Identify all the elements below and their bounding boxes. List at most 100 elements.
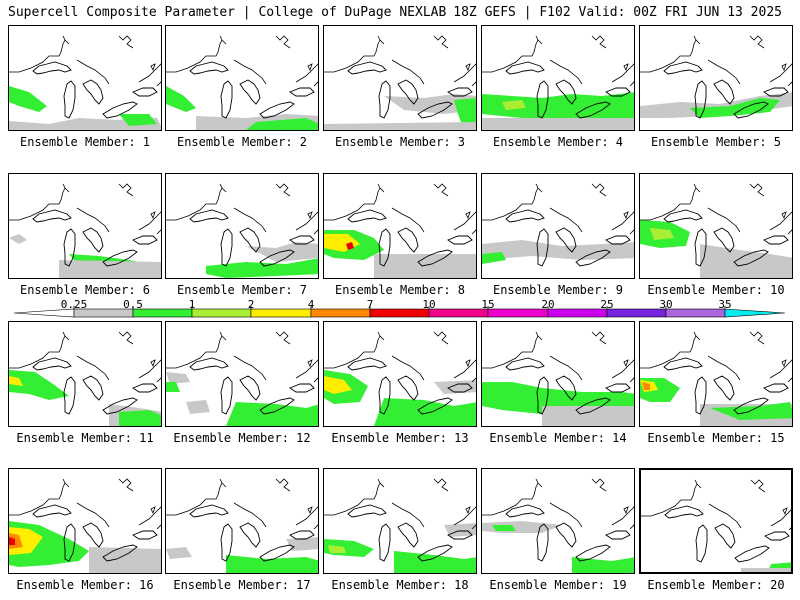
scp-shading-2 <box>246 242 318 262</box>
colorbar-label: 30 <box>659 298 673 311</box>
scp-shading-1 <box>166 372 190 384</box>
lake-huron <box>239 522 261 548</box>
lake-huron <box>239 375 261 401</box>
scp-shading-3 <box>394 551 476 573</box>
ensemble-panel-3[interactable] <box>323 25 477 131</box>
lake-michigan <box>536 376 549 415</box>
lake-huron <box>82 79 104 105</box>
colorbar-label: 25 <box>600 298 614 311</box>
ensemble-panel-18[interactable] <box>323 468 477 574</box>
st-lawrence-line <box>313 524 318 530</box>
coastline <box>591 35 629 72</box>
member-map <box>640 331 792 426</box>
lake-huron <box>239 227 261 253</box>
lake-superior <box>347 504 387 518</box>
border-line <box>640 331 792 381</box>
colorbar-segment-high <box>724 308 786 318</box>
colorbar-label: 20 <box>541 298 555 311</box>
ensemble-panel-6[interactable] <box>8 173 162 279</box>
ensemble-panel-12[interactable] <box>165 321 319 427</box>
st-lawrence-line <box>156 377 161 383</box>
lake-huron <box>239 79 261 105</box>
ensemble-panel-4[interactable] <box>481 25 635 131</box>
scp-shading-1 <box>384 94 476 114</box>
lake-erie <box>102 544 138 562</box>
coastline <box>118 183 156 220</box>
st-lawrence-line <box>629 81 634 87</box>
st-lawrence-line <box>313 229 318 235</box>
scp-shading-2 <box>492 525 516 531</box>
ensemble-panel-7[interactable] <box>165 173 319 279</box>
border-line <box>9 478 161 528</box>
ensemble-panel-10[interactable] <box>639 173 793 279</box>
coastline <box>433 35 471 72</box>
lake-michigan <box>378 228 391 267</box>
border-line <box>640 183 792 233</box>
lake-superior <box>32 504 72 518</box>
border-line <box>324 35 476 85</box>
border-line <box>166 331 318 381</box>
member-map <box>166 331 318 426</box>
border-line <box>9 35 161 85</box>
lake-huron <box>713 375 735 401</box>
member-map <box>324 331 476 426</box>
st-lawrence-line <box>629 524 634 530</box>
border-line <box>166 183 318 233</box>
lake-michigan <box>536 523 549 562</box>
scp-shading-1 <box>482 240 634 260</box>
lake-huron <box>82 375 104 401</box>
lake-michigan <box>378 376 391 415</box>
member-caption: Ensemble Member: 18 <box>331 578 469 592</box>
member-map <box>166 183 318 278</box>
coastline <box>591 331 629 368</box>
lake-michigan <box>220 376 233 415</box>
lake-huron <box>397 79 419 105</box>
member-map <box>640 183 792 278</box>
scp-shading-2 <box>502 100 526 110</box>
lake-ontario <box>605 530 631 540</box>
lake-huron <box>397 522 419 548</box>
ensemble-panel-17[interactable] <box>165 468 319 574</box>
st-lawrence-line <box>471 377 476 383</box>
member-map <box>324 478 476 573</box>
lake-michigan <box>378 80 391 119</box>
member-caption: Ensemble Member: 16 <box>16 578 154 592</box>
lake-erie <box>102 101 138 119</box>
member-caption: Ensemble Member: 15 <box>647 431 785 445</box>
ensemble-panel-2[interactable] <box>165 25 319 131</box>
ensemble-panel-5[interactable] <box>639 25 793 131</box>
ensemble-panel-16[interactable] <box>8 468 162 574</box>
ensemble-panel-8[interactable] <box>323 173 477 279</box>
ensemble-panel-13[interactable] <box>323 321 477 427</box>
lake-superior <box>347 209 387 223</box>
member-caption: Ensemble Member: 4 <box>492 135 624 149</box>
member-map <box>166 478 318 573</box>
ensemble-panel-15[interactable] <box>639 321 793 427</box>
scp-shading-1 <box>9 370 69 400</box>
colorbar-segment-3 <box>191 308 252 318</box>
st-lawrence-line <box>156 81 161 87</box>
lake-michigan <box>63 80 76 119</box>
ensemble-panel-9[interactable] <box>481 173 635 279</box>
lake-ontario <box>447 235 473 245</box>
member-map <box>482 478 634 573</box>
ensemble-panel-1[interactable] <box>8 25 162 131</box>
coastline <box>749 35 787 72</box>
lake-erie <box>102 397 138 415</box>
lake-ontario <box>132 530 158 540</box>
member-map <box>640 35 792 119</box>
lake-ontario <box>289 235 315 245</box>
ensemble-panel-20[interactable] <box>639 468 793 574</box>
border-line <box>482 183 634 233</box>
st-lawrence-line <box>787 377 792 383</box>
member-caption: Ensemble Member: 10 <box>647 283 785 297</box>
lake-erie <box>575 101 611 119</box>
lake-erie <box>259 101 295 119</box>
member-caption: Ensemble Member: 2 <box>176 135 308 149</box>
ensemble-panel-14[interactable] <box>481 321 635 427</box>
scp-shading-3 <box>482 118 634 130</box>
member-caption: Ensemble Member: 8 <box>334 283 466 297</box>
ensemble-panel-19[interactable] <box>481 468 635 574</box>
st-lawrence-line <box>156 229 161 235</box>
ensemble-panel-11[interactable] <box>8 321 162 427</box>
